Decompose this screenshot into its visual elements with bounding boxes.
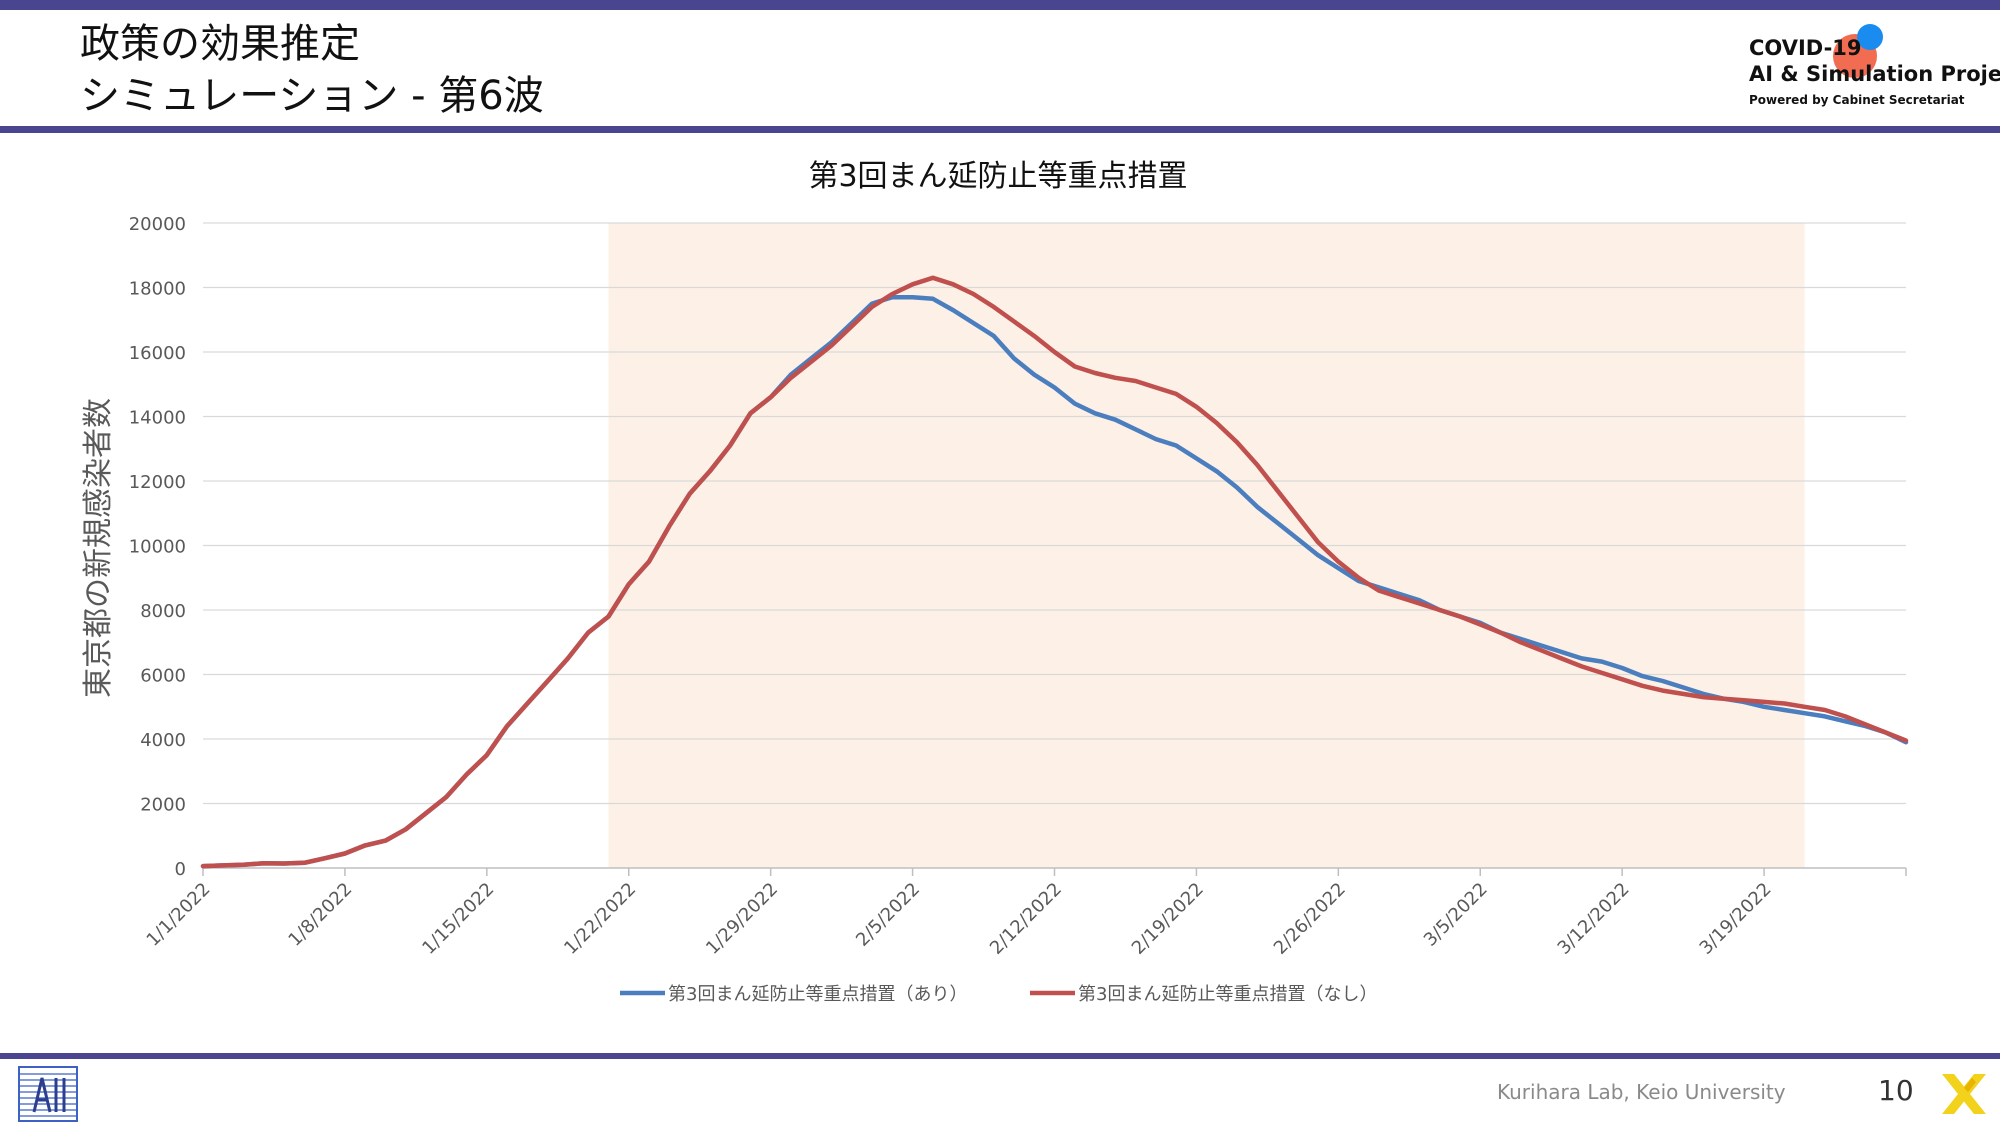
x-tick-label: 1/8/2022 xyxy=(284,879,356,951)
footer-divider-bar xyxy=(0,1053,2000,1059)
y-tick-label: 16000 xyxy=(129,343,186,364)
x-tick-label: 1/1/2022 xyxy=(143,879,215,951)
x-axis-ticks: 1/1/2022 1/8/2022 1/15/2022 1/22/2022 1/29/2… xyxy=(143,868,1907,959)
logo-subtitle: AI & Simulation Project xyxy=(1749,62,2000,86)
grid-lines xyxy=(203,222,1906,805)
logo-blue-dot-icon xyxy=(1857,24,1883,50)
x-tick-label: 2/5/2022 xyxy=(852,879,924,951)
x-tick-label: 1/22/2022 xyxy=(560,879,640,959)
y-axis-ticks: 0 2000 4000 6000 8000 10000 12000 14000 16000 180… xyxy=(129,214,186,880)
y-tick-label: 20000 xyxy=(129,214,186,235)
series-lines xyxy=(200,275,1909,869)
footer-lab-name: Kurihara Lab, Keio University xyxy=(1497,1080,1786,1104)
x-tick-label: 1/29/2022 xyxy=(702,879,782,959)
x-tick-label: 2/19/2022 xyxy=(1128,879,1208,959)
y-tick-label: 6000 xyxy=(140,666,186,687)
slide-title: 政策の効果推定 シミュレーション - 第6波 xyxy=(80,18,544,122)
y-tick-label: 4000 xyxy=(140,730,186,751)
x-tick-label: 3/12/2022 xyxy=(1554,879,1634,959)
header-divider-bar xyxy=(0,126,2000,133)
y-tick-label: 14000 xyxy=(129,408,186,429)
y-axis-label: 東京都の新規感染者数 xyxy=(81,398,116,698)
y-tick-label: 10000 xyxy=(129,537,186,558)
logo-title: COVID-19 xyxy=(1749,36,1862,60)
covid-ai-project-logo: COVID-19 AI & Simulation Project Powered… xyxy=(1745,22,2000,117)
x-tick-label: 1/15/2022 xyxy=(418,879,498,959)
x-tick-label: 2/12/2022 xyxy=(986,879,1066,959)
x-tick-label: 2/26/2022 xyxy=(1270,879,1350,959)
top-accent-bar xyxy=(0,0,2000,10)
y-tick-label: 8000 xyxy=(140,601,186,622)
slide-title-line2: シミュレーション - 第6波 xyxy=(80,73,544,119)
x-brand-icon xyxy=(1942,1074,1986,1114)
series-line-without-measures xyxy=(200,275,1909,869)
line-chart: 0 2000 4000 6000 8000 10000 12000 14000 16000 180… xyxy=(81,159,1909,1005)
y-tick-label: 2000 xyxy=(140,795,186,816)
x-tick-label: 3/5/2022 xyxy=(1420,879,1492,951)
chart-legend: 第3回まん延防止等重点措置（あり） 第3回まん延防止等重点措置（なし） xyxy=(620,984,1377,1005)
y-tick-label: 12000 xyxy=(129,472,186,493)
chart-title: 第3回まん延防止等重点措置 xyxy=(808,159,1187,194)
legend-label: 第3回まん延防止等重点措置（あり） xyxy=(668,984,967,1005)
logo-tagline: Powered by Cabinet Secretariat xyxy=(1749,93,1965,107)
slide-title-line1: 政策の効果推定 xyxy=(80,21,360,67)
legend-label: 第3回まん延防止等重点措置（なし） xyxy=(1078,984,1377,1005)
page-number: 10 xyxy=(1878,1074,1914,1107)
y-tick-label: 18000 xyxy=(129,279,186,300)
y-tick-label: 0 xyxy=(175,859,186,880)
x-tick-label: 3/19/2022 xyxy=(1696,879,1776,959)
lab-logo-icon xyxy=(18,1066,78,1122)
